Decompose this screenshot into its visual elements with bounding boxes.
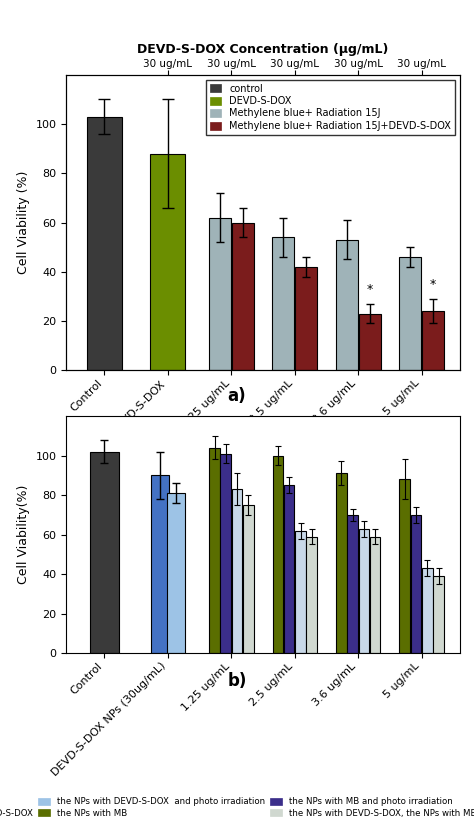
Bar	[273, 455, 283, 653]
Bar	[220, 453, 231, 653]
Bar	[232, 222, 254, 370]
X-axis label: Methylene Blue Concentration (μg/mL): Methylene Blue Concentration (μg/mL)	[127, 477, 399, 490]
Bar	[306, 537, 317, 653]
Bar	[399, 257, 421, 370]
Bar	[295, 531, 306, 653]
X-axis label: DEVD-S-DOX Concentration (μg/mL): DEVD-S-DOX Concentration (μg/mL)	[137, 43, 389, 56]
Text: a): a)	[228, 387, 246, 405]
Bar	[272, 237, 294, 370]
Bar	[410, 515, 421, 653]
Bar	[433, 576, 444, 653]
Bar	[151, 475, 169, 653]
Bar	[336, 240, 358, 370]
Bar	[400, 479, 410, 653]
Bar	[422, 568, 433, 653]
Bar	[87, 116, 122, 370]
Bar	[284, 485, 294, 653]
Bar	[336, 473, 347, 653]
Bar	[232, 489, 242, 653]
Legend: Control, the NPs with DEVD-S-DOX, the NPs with DEVD-S-DOX  and photo irradiation: Control, the NPs with DEVD-S-DOX, the NP…	[0, 795, 474, 820]
Bar	[90, 452, 118, 653]
Bar	[209, 218, 231, 370]
Bar	[209, 448, 220, 653]
Bar	[370, 537, 381, 653]
Bar	[422, 311, 444, 370]
Bar	[358, 314, 381, 370]
Bar	[150, 154, 185, 370]
Text: b): b)	[228, 672, 246, 691]
Bar	[295, 267, 317, 370]
Bar	[358, 528, 369, 653]
Bar	[243, 505, 254, 653]
Text: *: *	[430, 279, 436, 291]
Bar	[347, 515, 358, 653]
Y-axis label: Cell Viability(%): Cell Viability(%)	[17, 485, 30, 584]
Legend: control, DEVD-S-DOX, Methylene blue+ Radiation 15J, Methylene blue+ Radiation 15: control, DEVD-S-DOX, Methylene blue+ Rad…	[206, 80, 455, 135]
Text: *: *	[366, 284, 373, 296]
Bar	[167, 493, 185, 653]
Y-axis label: Cell Viability (%): Cell Viability (%)	[17, 171, 30, 275]
